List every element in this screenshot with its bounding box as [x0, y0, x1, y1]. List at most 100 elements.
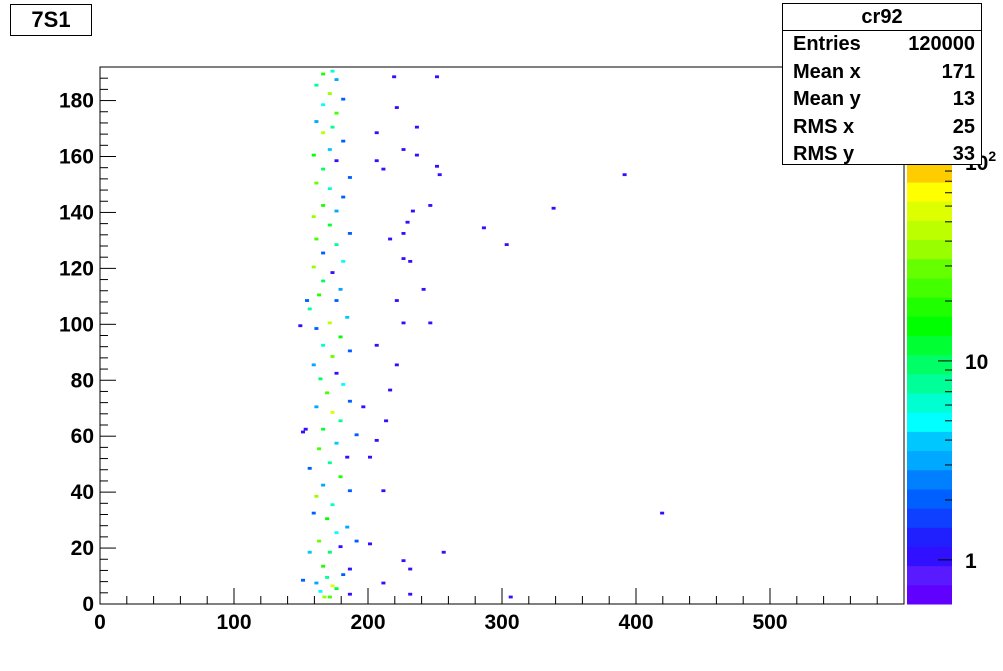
- y-axis: 0 20 40 60 80 100 120 140 160 180: [59, 66, 116, 616]
- heatmap-bin: [441, 550, 446, 554]
- colorbar-segment: [907, 527, 952, 547]
- heatmap-bin: [388, 237, 393, 241]
- stats-name: cr92: [783, 4, 981, 31]
- colorbar-segment: [907, 431, 952, 452]
- heatmap-bin: [321, 564, 326, 568]
- heatmap-bin: [314, 120, 319, 123]
- stats-value: 33: [952, 143, 975, 165]
- heatmap-bin: [381, 167, 386, 171]
- colorbar-segment: [907, 450, 952, 471]
- heatmap-bin: [330, 355, 335, 358]
- heatmap-bin: [368, 455, 373, 459]
- heatmap-bin: [660, 511, 665, 515]
- y-tick-label: 100: [59, 313, 94, 336]
- heatmap-bin: [327, 148, 332, 151]
- colorbar-segment: [907, 469, 952, 490]
- heatmap-bin: [325, 576, 330, 579]
- colorbar-segment: [907, 412, 952, 432]
- heatmap-bin: [384, 419, 389, 423]
- heatmap-bin: [437, 173, 442, 177]
- heatmap-bin: [401, 559, 406, 563]
- heatmap-bin: [330, 584, 335, 588]
- x-tick-label: 400: [618, 611, 653, 634]
- plot-frame: [99, 66, 905, 605]
- colorbar-segment: [907, 335, 952, 356]
- colorbar-segment: [907, 546, 952, 567]
- x-tick-label: 100: [216, 611, 251, 634]
- colorbar-segment: [907, 393, 952, 413]
- heatmap-bin: [321, 72, 326, 76]
- stats-value: 120000: [908, 33, 975, 55]
- heatmap-bin: [325, 517, 330, 521]
- heatmap-bin: [374, 343, 379, 347]
- y-tick-label: 120: [59, 257, 94, 280]
- heatmap-bin: [361, 405, 366, 409]
- heatmap-bin: [374, 159, 379, 163]
- heatmap-bin: [334, 371, 339, 375]
- heatmap-bin: [421, 287, 426, 291]
- heatmap-bin: [330, 503, 335, 507]
- heatmap-bin: [305, 299, 310, 302]
- heatmap-bin: [321, 279, 326, 283]
- y-tick-label: 0: [82, 593, 94, 616]
- heatmap-bin: [303, 427, 308, 431]
- heatmap-bin: [301, 578, 306, 582]
- heatmap-bin: [347, 176, 352, 179]
- colorbar-segment: [907, 162, 952, 183]
- heatmap-bin: [408, 567, 413, 571]
- heatmap-bin: [314, 581, 319, 585]
- heatmap-bin: [334, 243, 339, 246]
- heatmap-bin: [414, 153, 419, 157]
- stats-row-entries: Entries 120000: [783, 31, 981, 59]
- heatmap-bin: [311, 511, 316, 515]
- colorbar-segment: [907, 565, 952, 586]
- heatmap-bin: [311, 265, 316, 269]
- colorbar-segment: [907, 201, 952, 221]
- stats-key: Mean y: [793, 88, 861, 110]
- heatmap-bin: [408, 259, 413, 263]
- y-tick-label: 20: [71, 537, 94, 560]
- heatmap-bin: [338, 419, 343, 423]
- heatmap-bin: [428, 321, 433, 325]
- heatmap-bin: [394, 299, 399, 302]
- heatmap-bin: [327, 92, 332, 95]
- x-tick-label: 500: [752, 611, 787, 634]
- heatmap-bin: [334, 587, 339, 591]
- heatmap-bin: [381, 581, 386, 585]
- heatmap-bin: [388, 388, 393, 392]
- heatmap-bin: [330, 125, 335, 129]
- x-tick-label: 300: [484, 611, 519, 634]
- heatmap-bin: [341, 383, 346, 386]
- heatmap-bin: [341, 139, 346, 143]
- heatmap-bin: [330, 411, 335, 414]
- heatmap-bin: [551, 206, 556, 210]
- heatmap-bin: [347, 232, 352, 235]
- heatmap-bin: [341, 195, 346, 199]
- heatmap-bin: [435, 75, 440, 79]
- heatmap-bin: [317, 539, 322, 543]
- heatmap-bin: [321, 103, 326, 107]
- stats-key: Mean x: [793, 60, 861, 83]
- colorbar-label: 10: [965, 351, 988, 374]
- heatmap-bin: [408, 592, 413, 596]
- heatmap-bin: [318, 377, 323, 381]
- heatmap-bin: [345, 455, 350, 459]
- heatmap-bin: [327, 595, 332, 599]
- heatmap-bin: [374, 131, 379, 135]
- stats-value: 171: [941, 60, 975, 83]
- heatmap-bin: [330, 271, 335, 274]
- heatmap-bin: [322, 595, 327, 599]
- heatmap-bin: [325, 391, 330, 395]
- heatmap-bin: [401, 321, 406, 325]
- colorbar-segment: [907, 258, 952, 279]
- x-tick-label: 200: [350, 611, 385, 634]
- heatmap-bin: [321, 427, 326, 431]
- chart-title: 7S1: [10, 4, 92, 36]
- heatmap-bin: [314, 237, 319, 241]
- heatmap-bin: [330, 69, 335, 73]
- heatmap-bin: [392, 75, 397, 79]
- colorbar-segment: [907, 297, 952, 317]
- stats-box: cr92 Entries 120000 Mean x 171 Mean y 13…: [782, 3, 982, 165]
- heatmap-bin: [327, 321, 332, 325]
- heatmap-bin: [508, 595, 513, 599]
